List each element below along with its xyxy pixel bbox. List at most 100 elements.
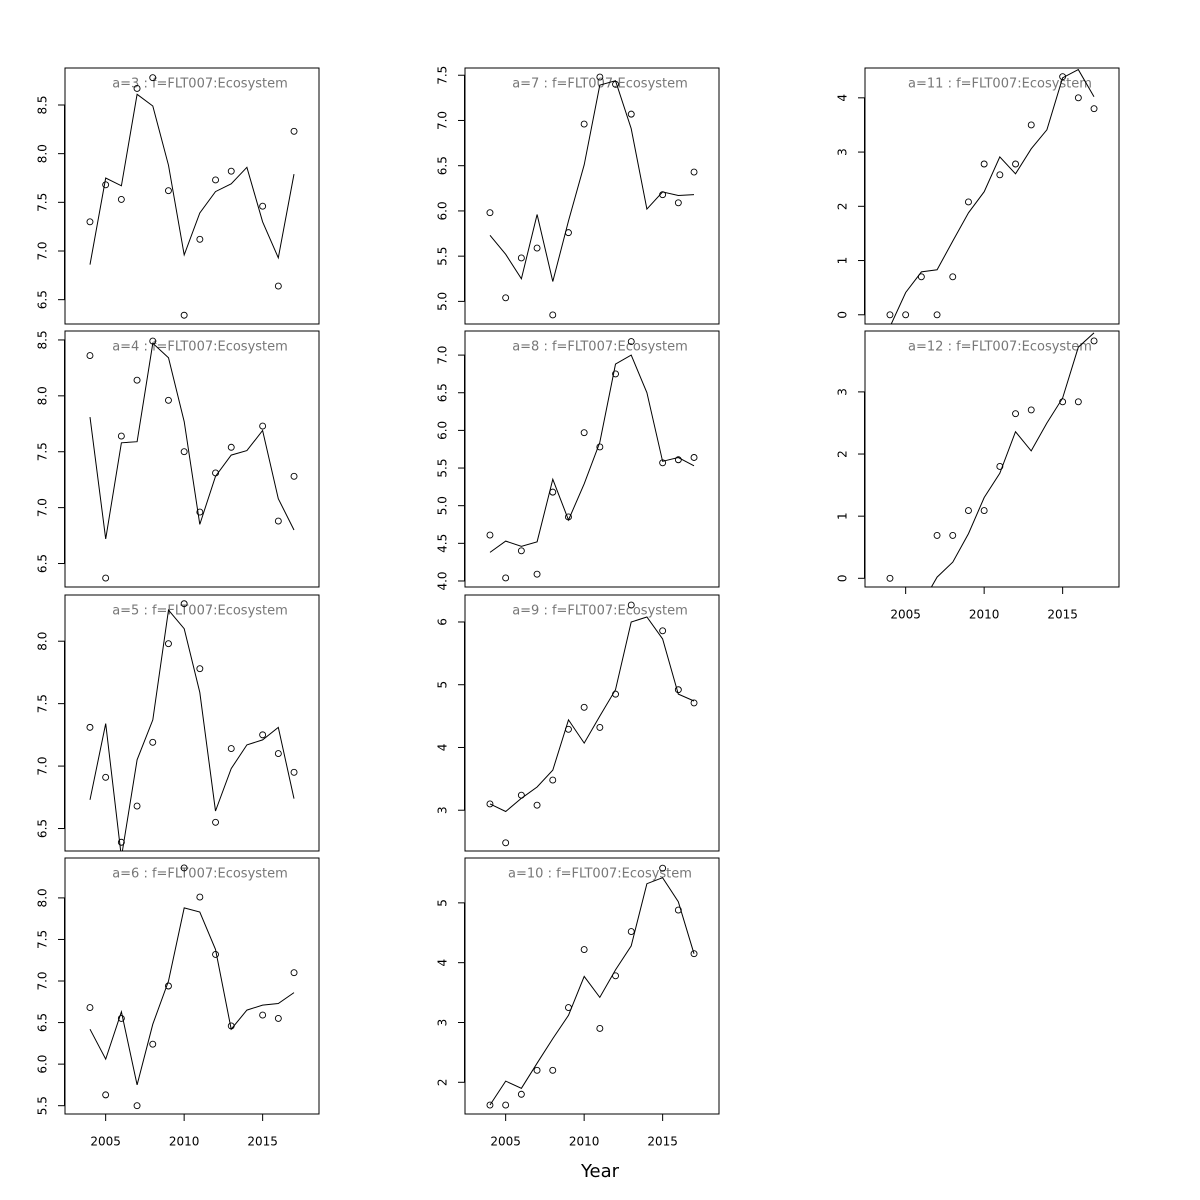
x-tick-label: 2010	[569, 1135, 600, 1149]
panel-title: a=11 : f=FLT007:Ecosystem	[908, 77, 1092, 92]
data-point	[674, 906, 682, 914]
data-point	[627, 601, 635, 609]
data-point	[933, 531, 941, 539]
data-point	[180, 448, 188, 456]
plot-area	[886, 332, 1098, 587]
y-tick-label: 5.5	[436, 247, 450, 266]
data-point	[659, 864, 667, 872]
data-point	[580, 429, 588, 437]
data-point	[196, 508, 204, 516]
panel: a=11 : f=FLT007:Ecosystem 0 1 2 3 4	[836, 67, 1120, 325]
data-point	[690, 454, 698, 461]
y-tick-label: 6.5	[36, 554, 50, 573]
fit-line	[89, 342, 295, 539]
y-tick-label: 4.5	[436, 534, 450, 553]
data-point	[533, 244, 541, 252]
data-point	[290, 969, 298, 977]
x-tick-label: 2005	[490, 1135, 521, 1149]
y-tick-label: 6.0	[436, 421, 450, 440]
data-point	[133, 802, 141, 810]
y-tick-label: 2	[836, 202, 850, 210]
data-point	[149, 74, 157, 82]
data-point	[933, 311, 941, 319]
data-point	[596, 73, 604, 81]
data-point	[259, 731, 267, 739]
y-tick-label: 3	[836, 388, 850, 396]
data-point	[149, 1040, 157, 1048]
y-tick-label: 8.0	[36, 386, 50, 405]
panel: a=5 : f=FLT007:Ecosystem 6.5 7.0 7.5 8.0	[36, 594, 320, 852]
y-tick-label: 4	[836, 94, 850, 102]
plot-area	[486, 73, 698, 319]
data-point	[1090, 337, 1098, 345]
data-point	[165, 982, 172, 990]
data-point	[502, 1101, 510, 1109]
y-tick-label: 5	[436, 681, 450, 689]
y-tick-label: 6.0	[36, 1055, 50, 1074]
y-tick-label: 4	[436, 744, 450, 752]
data-point	[886, 574, 894, 582]
data-point	[212, 950, 219, 958]
y-tick-label: 7.5	[36, 442, 50, 461]
data-point	[180, 864, 188, 872]
data-point	[596, 723, 604, 731]
panel-frame	[464, 67, 720, 325]
data-point	[627, 338, 635, 345]
y-tick-label: 8.5	[36, 330, 50, 349]
data-point	[502, 574, 510, 582]
y-tick-label: 1	[836, 257, 850, 265]
y-tick-label: 8.0	[36, 144, 50, 163]
data-point	[117, 838, 125, 846]
y-tick-label: 7.5	[36, 694, 50, 713]
data-point	[180, 600, 188, 608]
fit-line	[489, 354, 695, 553]
x-tick-label: 2015	[1047, 608, 1078, 622]
fit-line	[89, 93, 295, 265]
data-point	[612, 370, 619, 378]
data-point	[533, 1066, 541, 1074]
x-tick-label: 2015	[647, 1135, 678, 1149]
y-tick-label: 3	[836, 148, 850, 156]
data-point	[486, 531, 494, 539]
panel: a=3 : f=FLT007:Ecosystem 6.5 7.0 7.5 8.0 8.5	[36, 67, 320, 325]
y-tick-label: 7.0	[36, 971, 50, 990]
data-point	[674, 456, 682, 464]
data-point	[1074, 398, 1082, 406]
data-point	[212, 176, 219, 184]
panel-title: a=10 : f=FLT007:Ecosystem	[508, 867, 692, 882]
panel-title: a=7 : f=FLT007:Ecosystem	[512, 77, 688, 92]
y-tick-label: 7.5	[436, 66, 450, 85]
data-point	[274, 517, 282, 525]
data-point	[612, 690, 619, 698]
y-tick-label: 8.0	[36, 632, 50, 651]
data-point	[196, 235, 204, 243]
data-point	[996, 171, 1004, 179]
y-tick-label: 6.5	[36, 290, 50, 309]
panel-frame	[864, 67, 1120, 325]
y-tick-label: 0	[836, 311, 850, 319]
plot-area	[486, 601, 698, 847]
fit-line	[930, 332, 1095, 587]
plot-area	[86, 864, 298, 1110]
data-point	[117, 1014, 125, 1022]
fit-line	[89, 608, 295, 851]
panel-title: a=9 : f=FLT007:Ecosystem	[512, 604, 688, 619]
data-point	[86, 1004, 94, 1012]
data-point	[596, 1025, 604, 1032]
panel-title: a=4 : f=FLT007:Ecosystem	[112, 340, 288, 355]
x-tick-label: 2010	[969, 608, 1000, 622]
data-point	[517, 547, 525, 555]
data-point	[227, 167, 235, 175]
data-point	[86, 218, 94, 226]
data-point	[902, 311, 910, 319]
data-point	[486, 209, 494, 217]
data-point	[549, 1066, 557, 1074]
fit-line	[89, 907, 295, 1086]
panel: a=9 : f=FLT007:Ecosystem 3 4 5 6	[436, 594, 720, 852]
y-tick-label: 5.5	[436, 458, 450, 477]
data-point	[117, 432, 125, 440]
panel: a=7 : f=FLT007:Ecosystem 5.0 5.5 6.0 6.5 7.0 7…	[436, 66, 720, 325]
plot-area	[486, 864, 698, 1109]
panel-frame	[464, 857, 720, 1115]
